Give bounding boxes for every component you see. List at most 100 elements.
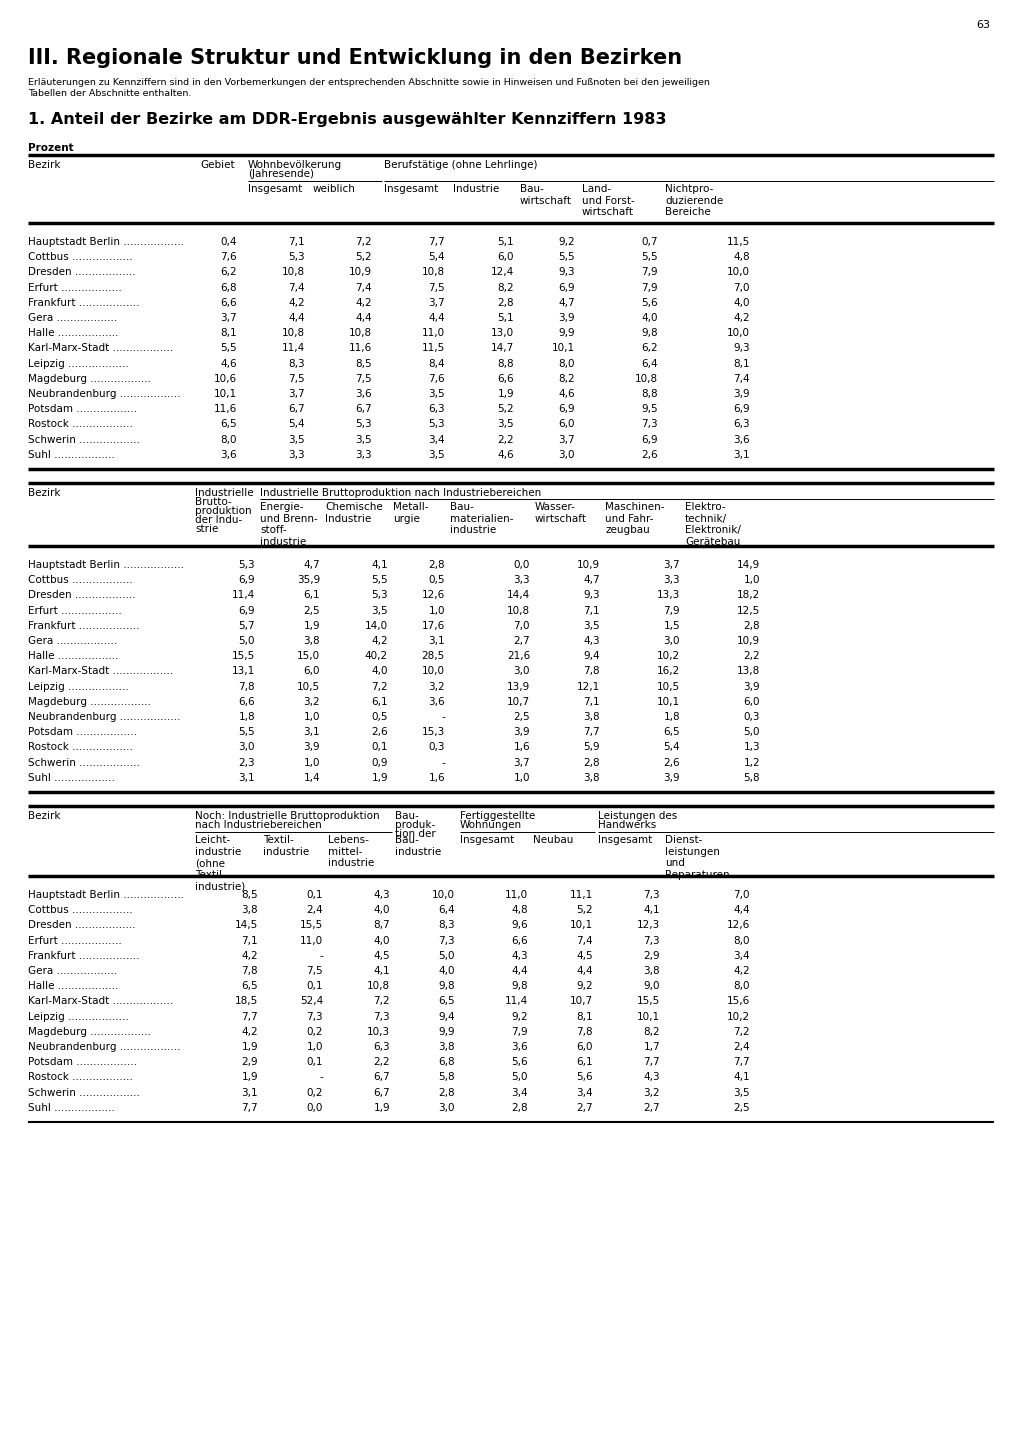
Text: 4,2: 4,2: [733, 966, 750, 976]
Text: 14,5: 14,5: [234, 920, 258, 930]
Text: tion der: tion der: [395, 829, 436, 840]
Text: 3,7: 3,7: [513, 757, 530, 768]
Text: 9,2: 9,2: [577, 981, 593, 991]
Text: Handwerks: Handwerks: [598, 819, 656, 829]
Text: 7,2: 7,2: [374, 996, 390, 1007]
Text: III. Regionale Struktur und Entwicklung in den Bezirken: III. Regionale Struktur und Entwicklung …: [28, 48, 682, 68]
Text: 6,6: 6,6: [511, 936, 528, 946]
Text: 0,5: 0,5: [372, 711, 388, 721]
Text: 7,7: 7,7: [428, 238, 445, 248]
Text: 4,2: 4,2: [242, 950, 258, 960]
Text: Halle ..................: Halle ..................: [28, 981, 119, 991]
Text: 6,4: 6,4: [641, 359, 658, 369]
Text: 11,0: 11,0: [505, 890, 528, 900]
Text: 1,7: 1,7: [643, 1043, 660, 1053]
Text: 3,8: 3,8: [438, 1043, 455, 1053]
Text: 9,8: 9,8: [438, 981, 455, 991]
Text: 6,3: 6,3: [374, 1043, 390, 1053]
Text: 3,9: 3,9: [664, 773, 680, 783]
Text: 7,9: 7,9: [511, 1027, 528, 1037]
Text: 6,0: 6,0: [743, 697, 760, 707]
Text: 6,9: 6,9: [558, 405, 575, 415]
Text: Elektro-
technik/
Elektronik/
Gerätebau: Elektro- technik/ Elektronik/ Gerätebau: [685, 503, 741, 547]
Text: 16,2: 16,2: [656, 667, 680, 677]
Text: 0,4: 0,4: [220, 238, 237, 248]
Text: 9,3: 9,3: [584, 590, 600, 600]
Text: 6,4: 6,4: [438, 906, 455, 916]
Text: 0,1: 0,1: [372, 743, 388, 752]
Text: 6,0: 6,0: [577, 1043, 593, 1053]
Text: Suhl ..................: Suhl ..................: [28, 449, 115, 459]
Text: -: -: [441, 711, 445, 721]
Text: 0,5: 0,5: [428, 575, 445, 585]
Text: 9,8: 9,8: [641, 328, 658, 338]
Text: 3,9: 3,9: [743, 681, 760, 691]
Text: 5,8: 5,8: [743, 773, 760, 783]
Text: 6,9: 6,9: [239, 606, 255, 616]
Text: 5,0: 5,0: [239, 636, 255, 647]
Text: 14,7: 14,7: [490, 343, 514, 353]
Text: 2,8: 2,8: [498, 298, 514, 308]
Text: weiblich: weiblich: [313, 184, 356, 194]
Text: 9,3: 9,3: [733, 343, 750, 353]
Text: Bau-
materialien-
industrie: Bau- materialien- industrie: [450, 503, 513, 536]
Text: 13,0: 13,0: [490, 328, 514, 338]
Text: 3,5: 3,5: [372, 606, 388, 616]
Text: 4,6: 4,6: [558, 389, 575, 399]
Text: 6,0: 6,0: [303, 667, 319, 677]
Text: 9,5: 9,5: [641, 405, 658, 415]
Text: 11,4: 11,4: [505, 996, 528, 1007]
Text: 0,2: 0,2: [306, 1027, 323, 1037]
Text: 5,4: 5,4: [289, 419, 305, 429]
Text: 3,4: 3,4: [428, 435, 445, 445]
Text: Magdeburg ..................: Magdeburg ..................: [28, 374, 151, 384]
Text: Cottbus ..................: Cottbus ..................: [28, 575, 133, 585]
Text: 4,4: 4,4: [577, 966, 593, 976]
Text: 4,6: 4,6: [220, 359, 237, 369]
Text: 13,9: 13,9: [507, 681, 530, 691]
Text: produktion: produktion: [195, 505, 252, 516]
Text: 4,8: 4,8: [733, 252, 750, 262]
Text: 7,9: 7,9: [664, 606, 680, 616]
Text: Karl-Marx-Stadt ..................: Karl-Marx-Stadt ..................: [28, 343, 173, 353]
Text: 4,3: 4,3: [374, 890, 390, 900]
Text: 3,7: 3,7: [558, 435, 575, 445]
Text: Gera ..................: Gera ..................: [28, 966, 118, 976]
Text: 15,0: 15,0: [297, 651, 319, 661]
Text: Schwerin ..................: Schwerin ..................: [28, 435, 140, 445]
Text: 6,1: 6,1: [303, 590, 319, 600]
Text: 1,9: 1,9: [242, 1073, 258, 1083]
Text: 14,0: 14,0: [365, 621, 388, 631]
Text: 15,5: 15,5: [300, 920, 323, 930]
Text: 10,8: 10,8: [282, 268, 305, 278]
Text: 10,8: 10,8: [507, 606, 530, 616]
Text: 3,5: 3,5: [428, 449, 445, 459]
Text: 4,4: 4,4: [289, 312, 305, 323]
Text: 1,2: 1,2: [743, 757, 760, 768]
Text: Frankfurt ..................: Frankfurt ..................: [28, 298, 139, 308]
Text: 8,3: 8,3: [289, 359, 305, 369]
Text: 2,8: 2,8: [511, 1103, 528, 1113]
Text: 8,8: 8,8: [641, 389, 658, 399]
Text: 6,6: 6,6: [239, 697, 255, 707]
Text: 10,2: 10,2: [656, 651, 680, 661]
Text: Dresden ..................: Dresden ..................: [28, 920, 135, 930]
Text: 7,1: 7,1: [289, 238, 305, 248]
Text: 5,3: 5,3: [239, 560, 255, 570]
Text: 10,1: 10,1: [570, 920, 593, 930]
Text: 10,0: 10,0: [432, 890, 455, 900]
Text: 0,3: 0,3: [428, 743, 445, 752]
Text: 5,7: 5,7: [239, 621, 255, 631]
Text: 2,2: 2,2: [374, 1057, 390, 1067]
Text: 7,3: 7,3: [438, 936, 455, 946]
Text: 6,5: 6,5: [438, 996, 455, 1007]
Text: 4,7: 4,7: [584, 575, 600, 585]
Text: 1,6: 1,6: [513, 743, 530, 752]
Text: 7,4: 7,4: [355, 282, 372, 292]
Text: 3,4: 3,4: [733, 950, 750, 960]
Text: 2,6: 2,6: [641, 449, 658, 459]
Text: 12,6: 12,6: [727, 920, 750, 930]
Text: 9,9: 9,9: [438, 1027, 455, 1037]
Text: 8,1: 8,1: [733, 359, 750, 369]
Text: 0,1: 0,1: [306, 1057, 323, 1067]
